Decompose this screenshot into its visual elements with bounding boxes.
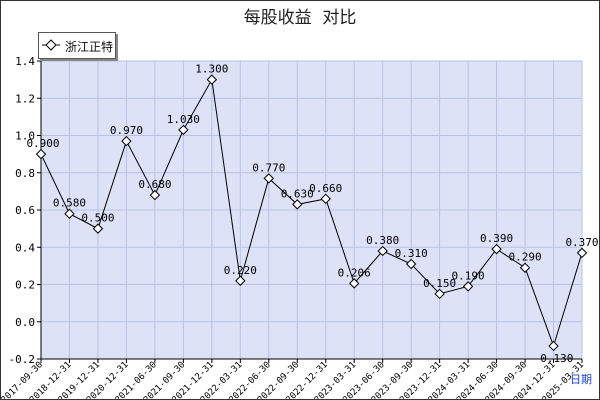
legend: 浙江正特 bbox=[38, 32, 116, 59]
data-point bbox=[149, 189, 161, 201]
data-label: 0.370 bbox=[565, 236, 598, 249]
data-label: 0.190 bbox=[452, 269, 485, 282]
data-point bbox=[377, 245, 388, 257]
data-point bbox=[206, 74, 218, 85]
data-point bbox=[320, 193, 331, 205]
legend-marker-icon bbox=[42, 39, 60, 51]
x-axis-title: 日期 bbox=[570, 373, 592, 386]
data-point bbox=[576, 247, 588, 259]
data-label: 0.900 bbox=[26, 137, 59, 150]
y-tick-label: -0.2 bbox=[9, 353, 36, 366]
y-tick-label: 1.2 bbox=[15, 92, 35, 105]
data-label: 0.660 bbox=[309, 182, 342, 195]
y-tick-label: 1.0 bbox=[15, 130, 35, 143]
data-point bbox=[292, 199, 303, 210]
data-label: 0.770 bbox=[252, 161, 285, 174]
data-label: -0.130 bbox=[534, 352, 574, 365]
data-label: 1.300 bbox=[195, 63, 228, 76]
data-point bbox=[519, 262, 531, 273]
data-label: 0.310 bbox=[395, 247, 428, 260]
data-point bbox=[178, 124, 189, 136]
data-point bbox=[263, 173, 274, 184]
data-point bbox=[92, 223, 104, 234]
data-label: 0.680 bbox=[138, 178, 171, 191]
chart-title: 每股收益 对比 bbox=[243, 8, 357, 28]
y-tick-label: 0.2 bbox=[15, 279, 35, 292]
data-point bbox=[349, 278, 360, 289]
data-label: 0.970 bbox=[110, 124, 143, 137]
data-point bbox=[462, 281, 474, 292]
y-tick-label: 0.0 bbox=[15, 316, 35, 329]
data-label: 0.380 bbox=[366, 234, 399, 247]
data-label: 0.390 bbox=[480, 232, 513, 245]
data-point bbox=[434, 288, 445, 300]
data-point bbox=[121, 135, 132, 147]
data-label: 0.220 bbox=[224, 264, 257, 277]
data-point bbox=[235, 275, 246, 286]
y-tick-label: 1.4 bbox=[15, 55, 35, 68]
data-point bbox=[548, 340, 559, 352]
data-label: 0.580 bbox=[53, 197, 86, 210]
y-tick-label: 0.4 bbox=[15, 241, 35, 254]
data-point bbox=[405, 258, 417, 270]
y-tick-label: 0.8 bbox=[15, 167, 35, 180]
series-line bbox=[40, 78, 583, 348]
data-label: 0.206 bbox=[338, 266, 371, 279]
data-label: 1.030 bbox=[167, 113, 200, 126]
data-point bbox=[64, 208, 75, 219]
data-point bbox=[491, 243, 502, 255]
data-label: 0.630 bbox=[281, 187, 314, 200]
data-label: 0.150 bbox=[423, 277, 456, 290]
data-label: 0.290 bbox=[508, 251, 541, 264]
legend-label: 浙江正特 bbox=[65, 40, 114, 54]
data-label: 0.500 bbox=[81, 212, 114, 225]
y-tick-label: 0.6 bbox=[15, 204, 35, 217]
data-point bbox=[35, 148, 47, 160]
